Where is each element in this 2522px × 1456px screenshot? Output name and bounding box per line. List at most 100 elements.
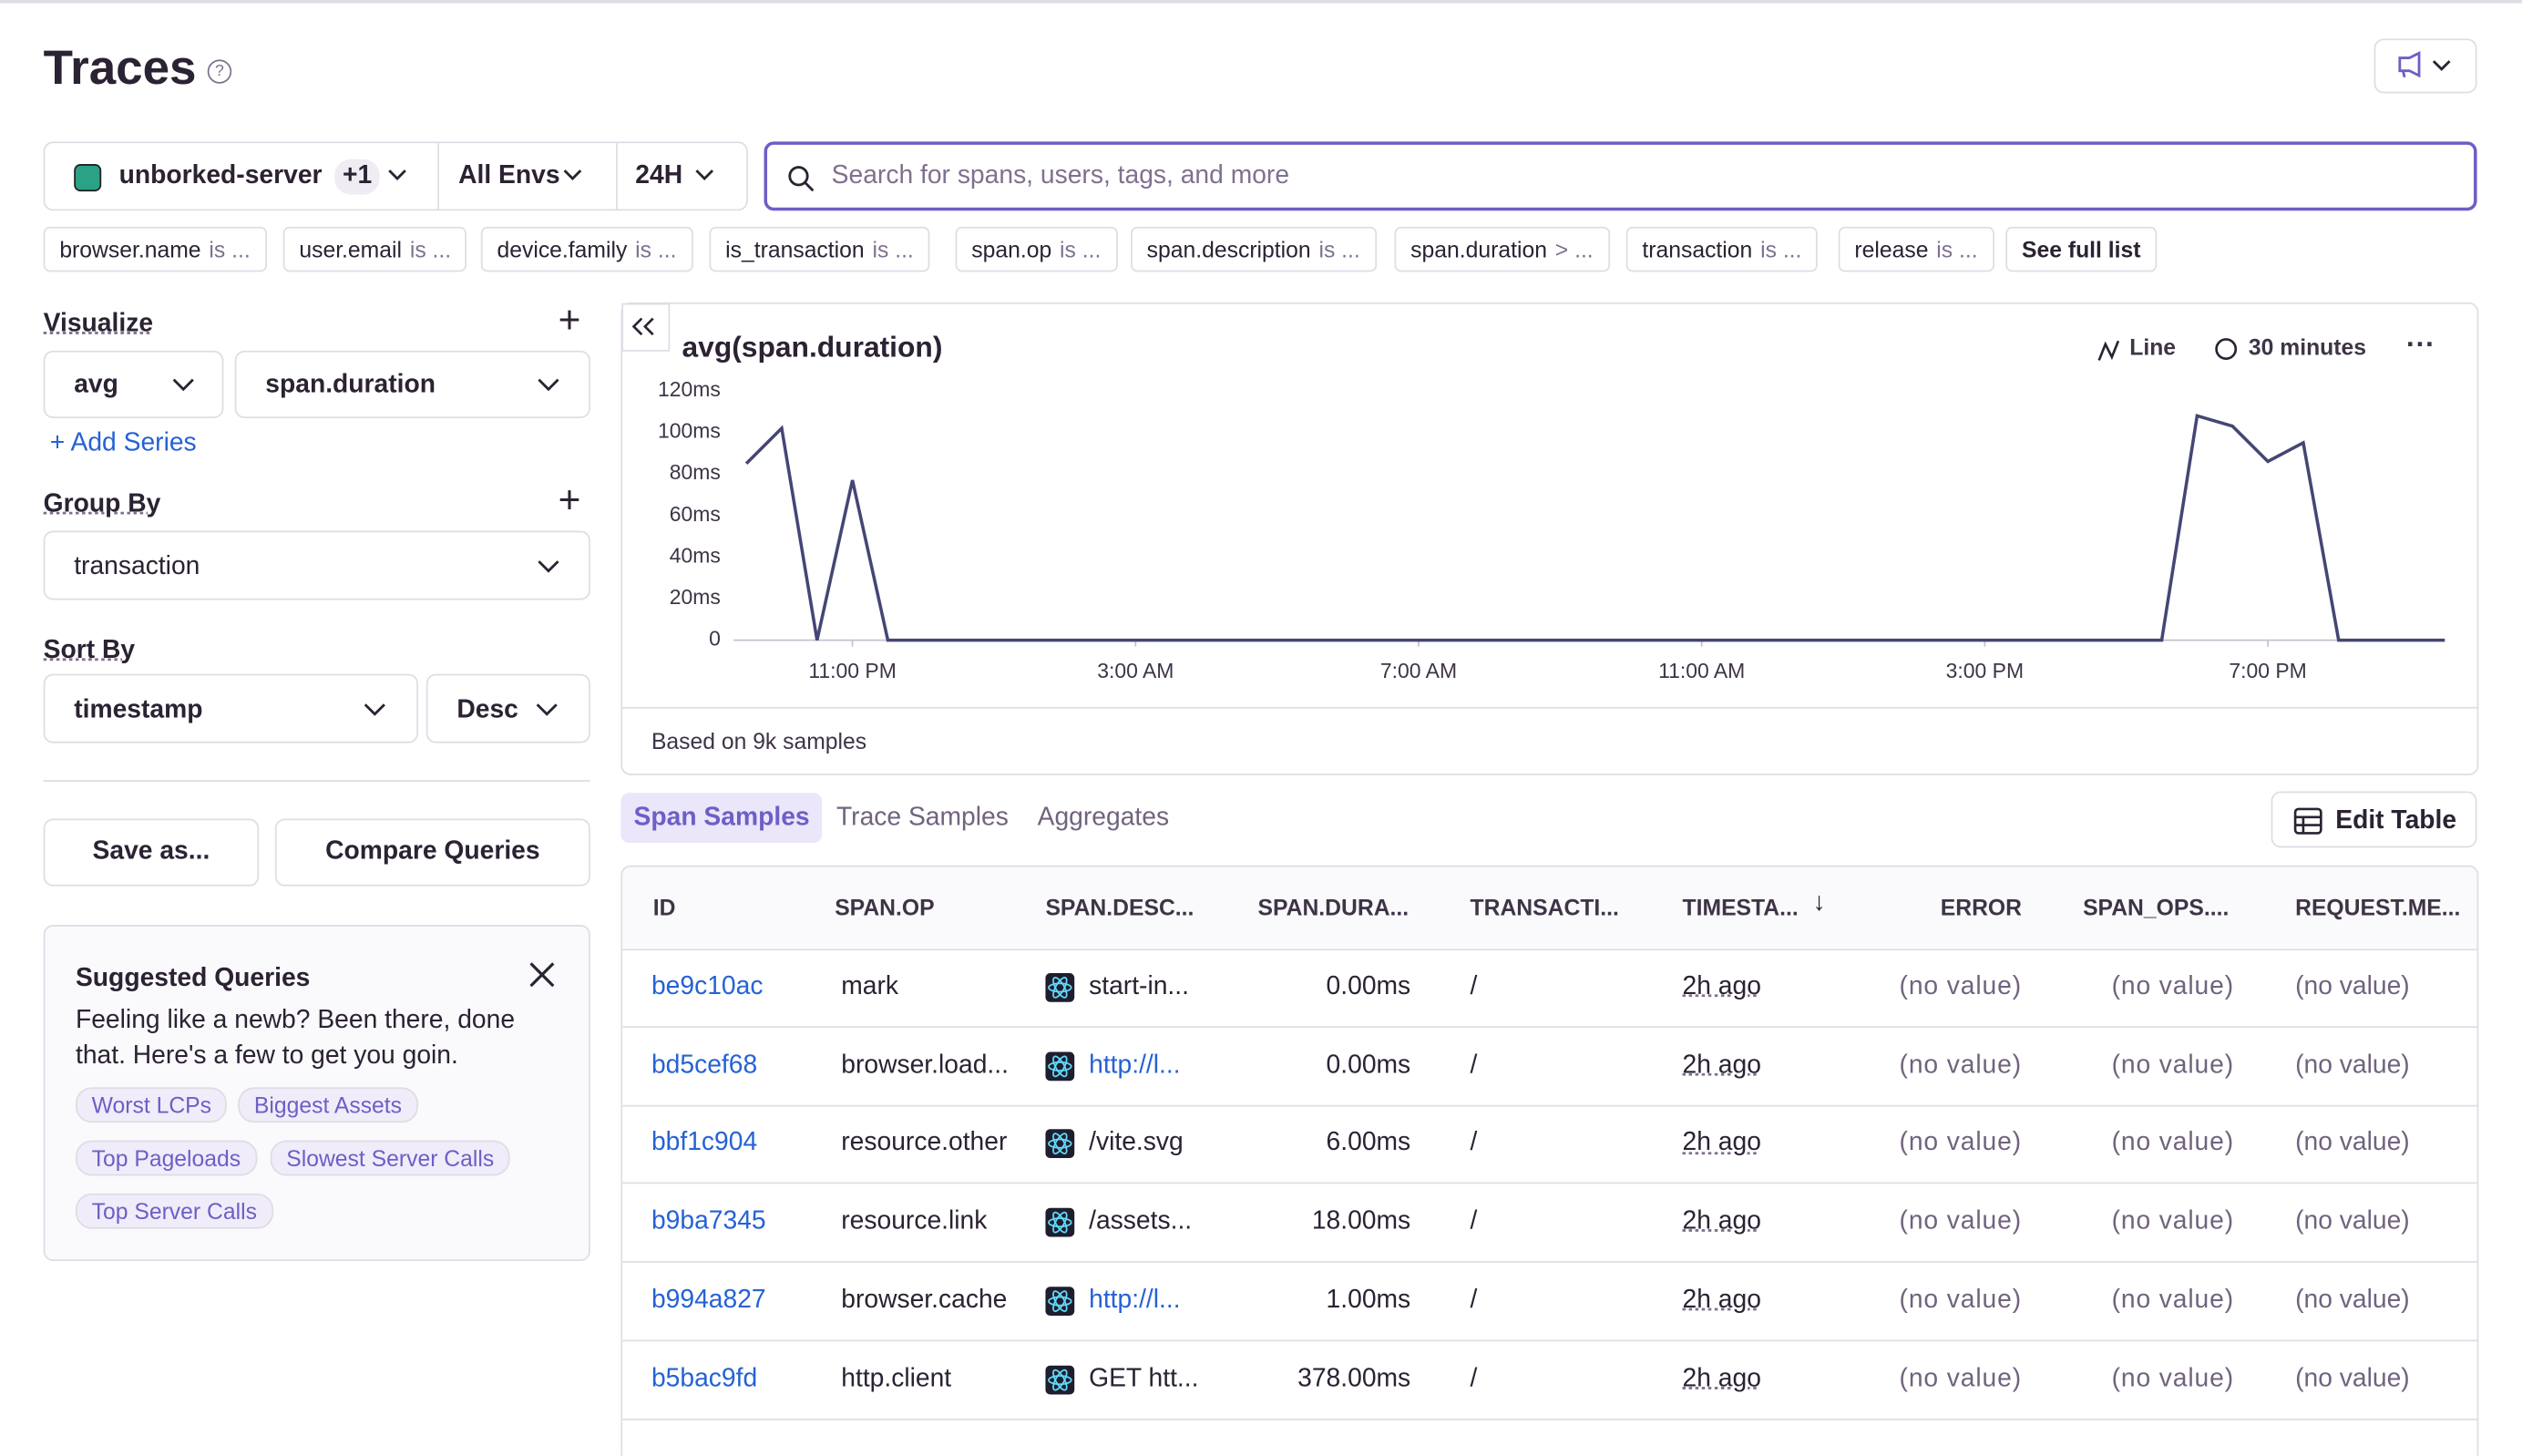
span-duration: 0.00ms [1327, 1051, 1411, 1081]
field-select[interactable]: span.duration [235, 351, 590, 418]
filter-op: is ... [1060, 237, 1101, 262]
more-menu[interactable]: ··· [2406, 327, 2435, 360]
span-id[interactable]: bbf1c904 [651, 1130, 757, 1159]
see-full-list[interactable]: See full list [2005, 227, 2157, 272]
search-placeholder: Search for spans, users, tags, and more [832, 162, 1289, 191]
filter-chip[interactable]: transaction is ... [1626, 227, 1818, 272]
search-box[interactable]: Search for spans, users, tags, and more [764, 141, 2477, 210]
filter-op: is ... [1760, 237, 1801, 262]
edit-table-button[interactable]: Edit Table [2271, 792, 2477, 848]
group-by-select[interactable]: transaction [44, 531, 590, 600]
span-id[interactable]: b994a827 [651, 1287, 766, 1316]
span-op: resource.other [841, 1130, 1007, 1159]
filter-key: transaction [1642, 237, 1752, 262]
tab[interactable]: Aggregates [1038, 793, 1169, 843]
aggregate: avg [74, 372, 118, 401]
span-ops: (no value) [2112, 973, 2234, 1002]
filter-chip[interactable]: span.opis ... [956, 227, 1117, 272]
span-id[interactable]: b5bac9fd [651, 1365, 757, 1394]
close-button[interactable] [528, 960, 557, 989]
span-ops: (no value) [2112, 1365, 2234, 1394]
span-op: browser.cache [841, 1287, 1007, 1316]
span-op: mark [841, 973, 898, 1002]
help-icon[interactable]: ? [208, 59, 231, 83]
filter-op: is ... [209, 237, 250, 262]
group-by: transaction [74, 553, 200, 582]
span-id[interactable]: b9ba7345 [651, 1208, 766, 1237]
page-title: Traces [44, 42, 197, 97]
filter-chip[interactable]: span.duration> ... [1395, 227, 1610, 272]
suggested-tag[interactable]: Worst LCPs [76, 1087, 228, 1123]
table: IDSPAN.OPSPAN.DESC...SPAN.DURA...TRANSAC… [620, 866, 2478, 1456]
sort-order-select[interactable]: Desc [426, 674, 590, 743]
transaction: / [1470, 1208, 1477, 1237]
filter-key: release [1854, 237, 1928, 262]
column-header: TIMESTA... [1683, 895, 1799, 920]
display-type: Line [2129, 336, 2176, 361]
error: (no value) [1900, 1051, 2022, 1081]
add-visualize[interactable]: + [559, 299, 581, 343]
span-duration: 0.00ms [1327, 973, 1411, 1002]
clock-icon [2217, 339, 2236, 358]
span-description[interactable]: http://l... [1089, 1051, 1180, 1081]
platform-icon [1045, 1208, 1074, 1237]
compare-button[interactable]: Compare Queries [275, 819, 590, 887]
row-divider [622, 1183, 2476, 1184]
add-series-text: Add Series [71, 429, 197, 456]
request-method: (no value) [2295, 973, 2410, 1002]
filter-chip[interactable]: browser.nameis ... [44, 227, 267, 272]
add-series[interactable]: + Add Series [50, 429, 197, 458]
request-method: (no value) [2295, 1287, 2410, 1316]
timestamp: 2h ago [1683, 1365, 1761, 1394]
save-as-button[interactable]: Save as... [44, 819, 260, 887]
request-method: (no value) [2295, 1130, 2410, 1159]
aggregate-select[interactable]: avg [44, 351, 224, 418]
suggested-tag[interactable]: Top Server Calls [76, 1194, 273, 1229]
y-tick-label: 60ms [670, 502, 721, 526]
span-description: /vite.svg [1089, 1130, 1184, 1159]
span-id[interactable]: bd5cef68 [651, 1051, 757, 1081]
filter-chip[interactable]: is_transaction is ... [710, 227, 930, 272]
tab[interactable]: Trace Samples [836, 793, 1009, 843]
top-border [0, 0, 2522, 4]
span-description: /assets... [1089, 1208, 1192, 1237]
sort-field-select[interactable]: timestamp [44, 674, 418, 743]
filter-op: is ... [872, 237, 913, 262]
filter-chip[interactable]: span.descriptionis ... [1131, 227, 1376, 272]
transaction: / [1470, 1051, 1477, 1081]
y-tick-label: 120ms [658, 377, 721, 401]
x-tick-label: 11:00 AM [1658, 659, 1745, 682]
filter-chip[interactable]: device.familyis ... [481, 227, 692, 272]
suggested-tag[interactable]: Slowest Server Calls [271, 1141, 510, 1176]
filter-chip[interactable]: releaseis ... [1839, 227, 1994, 272]
platform-icon [1045, 1051, 1074, 1081]
span-id[interactable]: be9c10ac [651, 973, 763, 1002]
filter-op: is ... [410, 237, 451, 262]
filter-op: is ... [635, 237, 676, 262]
x-tick-label: 11:00 PM [808, 659, 896, 682]
span-op: resource.link [841, 1208, 987, 1237]
span-op: http.client [841, 1365, 951, 1394]
y-tick-label: 100ms [658, 419, 721, 443]
row-divider [622, 1261, 2476, 1263]
error: (no value) [1900, 1287, 2022, 1316]
column-header: TRANSACTI... [1470, 895, 1618, 920]
span-description[interactable]: http://l... [1089, 1287, 1180, 1316]
request-method: (no value) [2295, 1365, 2410, 1394]
span-duration: 1.00ms [1327, 1287, 1411, 1316]
filter-key: span.description [1147, 237, 1311, 262]
filter-chip[interactable]: user.emailis ... [283, 227, 467, 272]
tab[interactable]: Span Samples [620, 793, 822, 843]
suggested-tag[interactable]: Top Pageloads [76, 1141, 257, 1176]
platform-icon [1045, 1365, 1074, 1394]
transaction: / [1470, 1130, 1477, 1159]
filter-key: span.duration [1410, 237, 1547, 262]
span-description: start-in... [1089, 973, 1189, 1002]
suggested-tag[interactable]: Biggest Assets [238, 1087, 417, 1123]
row-divider [622, 1418, 2476, 1420]
feedback-button[interactable] [2374, 38, 2477, 93]
add-group-by[interactable]: + [559, 479, 581, 524]
filter-key: is_transaction [725, 237, 865, 262]
